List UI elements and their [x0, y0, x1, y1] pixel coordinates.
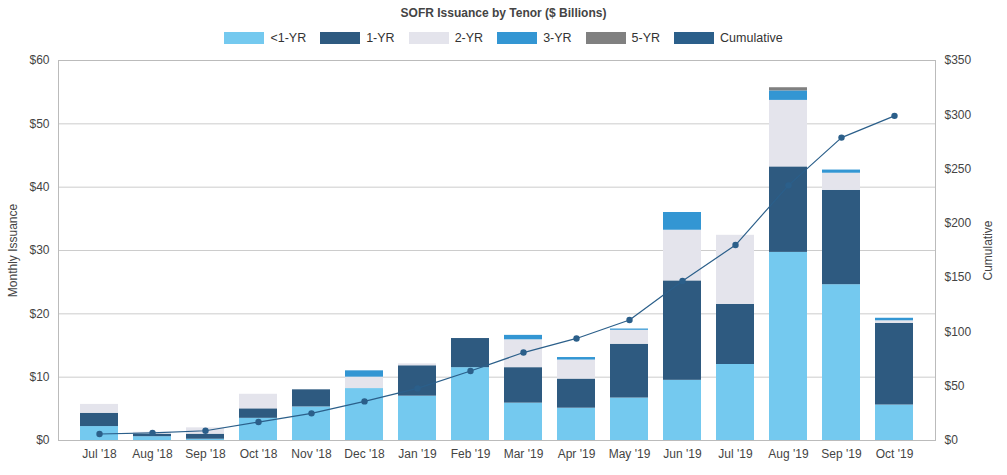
svg-text:Aug '18: Aug '18: [132, 447, 173, 461]
svg-text:Sep '18: Sep '18: [185, 447, 226, 461]
svg-text:Jan '19: Jan '19: [398, 447, 437, 461]
html-text:Cumulative: Cumulative: [720, 31, 783, 45]
svg-text:$100: $100: [945, 325, 972, 339]
svg-text:Jun '19: Jun '19: [663, 447, 702, 461]
svg-text:$10: $10: [29, 370, 49, 384]
svg-text:$40: $40: [29, 180, 49, 194]
svg-text:Nov '18: Nov '18: [291, 447, 332, 461]
svg-text:Apr '19: Apr '19: [558, 447, 596, 461]
svg-text:$50: $50: [945, 379, 965, 393]
svg-text:$350: $350: [945, 53, 972, 67]
svg-text:$60: $60: [29, 53, 49, 67]
svg-text:Mar '19: Mar '19: [504, 447, 544, 461]
svg-text:$50: $50: [29, 117, 49, 131]
html-text:<1-YR: <1-YR: [270, 31, 307, 45]
svg-text:Jul '19: Jul '19: [718, 447, 753, 461]
svg-text:$250: $250: [945, 162, 972, 176]
html-text:1-YR: 1-YR: [366, 31, 395, 45]
svg-text:Cumulative: Cumulative: [981, 220, 995, 280]
html-text:2-YR: 2-YR: [454, 31, 484, 45]
svg-text:May '19: May '19: [609, 447, 651, 461]
svg-text:Oct '18: Oct '18: [240, 447, 278, 461]
svg-text:Feb '19: Feb '19: [451, 447, 491, 461]
svg-text:$150: $150: [945, 270, 972, 284]
svg-text:Sep '19: Sep '19: [821, 447, 862, 461]
svg-text:$200: $200: [945, 216, 972, 230]
svg-text:Monthly Issuance: Monthly Issuance: [6, 203, 20, 297]
svg-text:$30: $30: [29, 243, 49, 257]
html-text:SOFR Issuance by Tenor ($ Bill: SOFR Issuance by Tenor ($ Billions): [400, 6, 607, 20]
svg-text:Dec '18: Dec '18: [344, 447, 385, 461]
svg-text:Aug '19: Aug '19: [768, 447, 809, 461]
svg-text:Jul '18: Jul '18: [82, 447, 117, 461]
svg-text:$300: $300: [945, 108, 972, 122]
svg-text:$0: $0: [36, 433, 50, 447]
svg-text:$20: $20: [29, 307, 49, 321]
html-text:5-YR: 5-YR: [631, 31, 661, 45]
html-text:3-YR: 3-YR: [543, 31, 572, 45]
svg-text:$0: $0: [945, 433, 959, 447]
svg-text:Oct '19: Oct '19: [876, 447, 914, 461]
